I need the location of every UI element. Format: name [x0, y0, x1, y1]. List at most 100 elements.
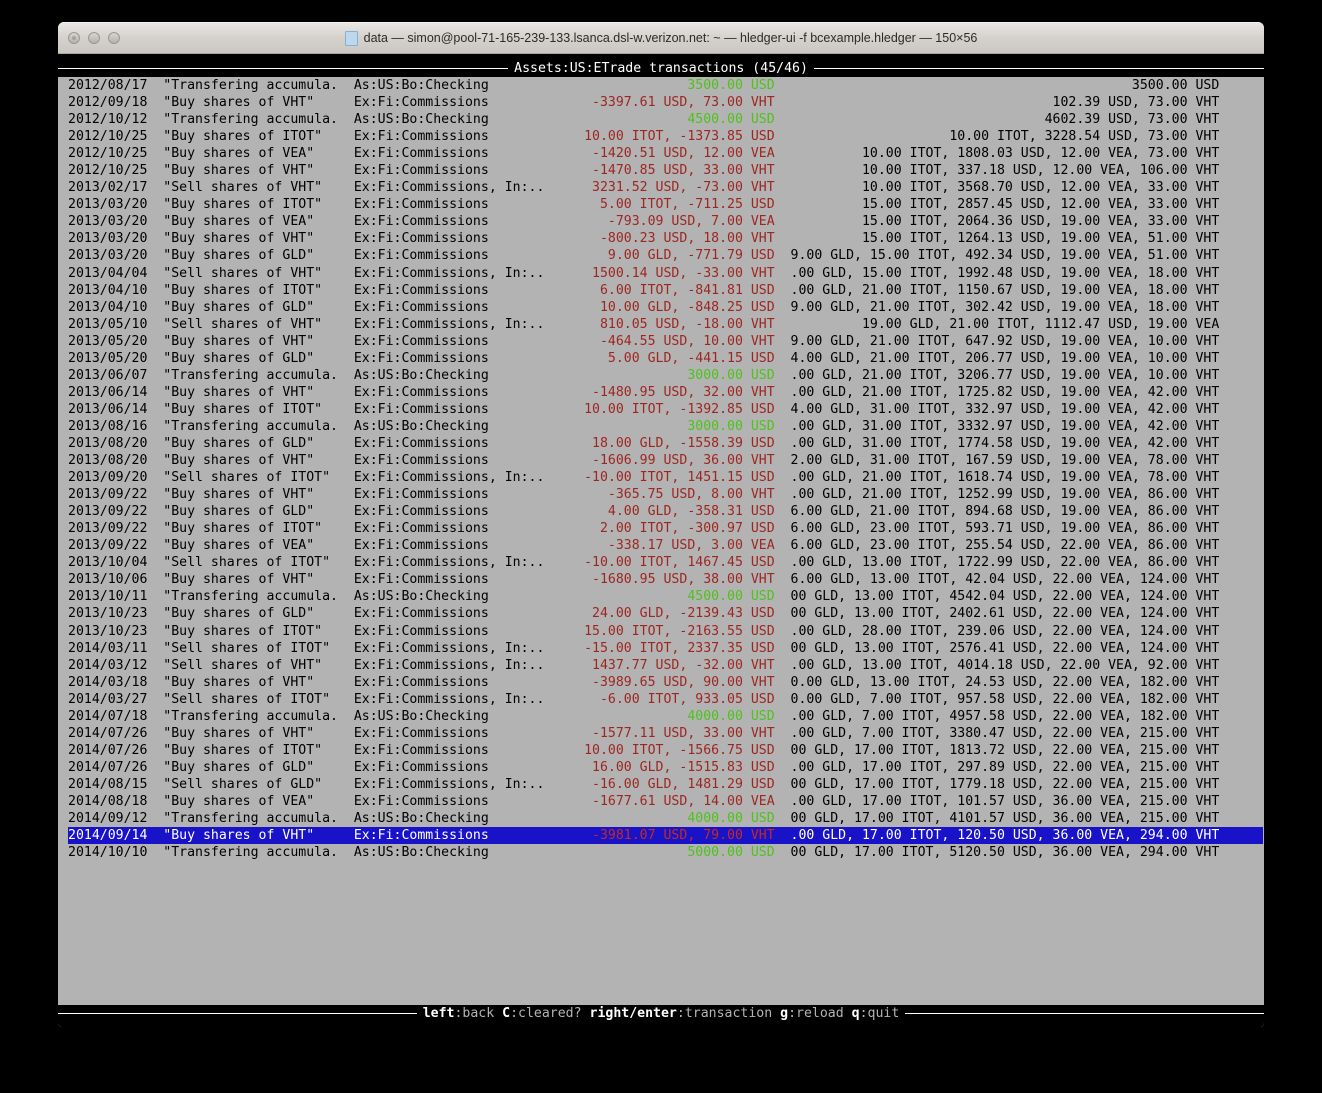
cell-description: "Buy shares of GLD"	[163, 504, 354, 520]
transaction-row[interactable]: 2013/10/11 "Transfering accumula. As:US:…	[68, 588, 1264, 605]
cell-change: -1606.99 USD, 36.00 VHT	[552, 453, 791, 469]
transaction-row[interactable]: 2013/06/14 "Buy shares of ITOT" Ex:Fi:Co…	[68, 401, 1264, 418]
cell-balance: 4.00 GLD, 31.00 ITOT, 332.97 USD, 19.00 …	[790, 401, 1220, 417]
transaction-row[interactable]: 2013/04/10 "Buy shares of GLD" Ex:Fi:Com…	[68, 299, 1264, 316]
cell-account: Ex:Fi:Commissions	[353, 435, 553, 451]
cell-balance: 00 GLD, 17.00 ITOT, 5120.50 USD, 36.00 V…	[790, 845, 1220, 861]
transaction-row[interactable]: 2014/08/15 "Sell shares of GLD" Ex:Fi:Co…	[68, 776, 1264, 793]
transaction-row[interactable]: 2013/10/23 "Buy shares of ITOT" Ex:Fi:Co…	[68, 623, 1264, 640]
close-button[interactable]	[68, 32, 80, 44]
transaction-row[interactable]: 2014/07/26 "Buy shares of ITOT" Ex:Fi:Co…	[68, 742, 1264, 759]
cell-date: 2014/03/12	[68, 657, 164, 673]
cell-description: "Buy shares of GLD"	[163, 299, 354, 315]
transaction-row[interactable]: 2012/09/18 "Buy shares of VHT" Ex:Fi:Com…	[68, 94, 1264, 111]
transaction-row[interactable]: 2012/10/25 "Buy shares of VEA" Ex:Fi:Com…	[68, 145, 1264, 162]
transaction-row[interactable]: 2013/02/17 "Sell shares of VHT" Ex:Fi:Co…	[68, 179, 1264, 196]
transaction-row[interactable]: 2012/08/17 "Transfering accumula. As:US:…	[68, 77, 1264, 94]
transaction-row[interactable]: 2013/06/07 "Transfering accumula. As:US:…	[68, 367, 1264, 384]
status-key-right-enter: right/enter	[589, 1006, 677, 1021]
window-titlebar[interactable]: data — simon@pool-71-165-239-133.lsanca.…	[58, 22, 1264, 54]
cell-date: 2014/09/12	[68, 811, 164, 827]
transaction-row[interactable]: 2014/03/12 "Sell shares of VHT" Ex:Fi:Co…	[68, 657, 1264, 674]
transaction-row[interactable]: 2013/03/20 "Buy shares of VEA" Ex:Fi:Com…	[68, 213, 1264, 230]
cell-account: Ex:Fi:Commissions	[353, 572, 553, 588]
transaction-row[interactable]: 2013/08/20 "Buy shares of VHT" Ex:Fi:Com…	[68, 452, 1264, 469]
minimize-button[interactable]	[88, 32, 100, 44]
transaction-row[interactable]: 2014/10/10 "Transfering accumula. As:US:…	[68, 844, 1264, 861]
cell-description: "Buy shares of GLD"	[163, 759, 354, 775]
transaction-row[interactable]: 2013/08/20 "Buy shares of GLD" Ex:Fi:Com…	[68, 435, 1264, 452]
transaction-row[interactable]: 2013/10/23 "Buy shares of GLD" Ex:Fi:Com…	[68, 605, 1264, 622]
cell-date: 2013/09/22	[68, 487, 164, 503]
zoom-button[interactable]	[108, 32, 120, 44]
cell-description: "Sell shares of ITOT"	[163, 640, 354, 656]
cell-balance: 10.00 ITOT, 337.18 USD, 12.00 VEA, 106.0…	[790, 163, 1220, 179]
cell-balance: 10.00 ITOT, 3568.70 USD, 12.00 VEA, 33.0…	[790, 180, 1220, 196]
transaction-row[interactable]: 2013/09/22 "Buy shares of VHT" Ex:Fi:Com…	[68, 486, 1264, 503]
cell-change: 10.00 GLD, -848.25 USD	[552, 299, 791, 315]
status-space	[582, 1006, 590, 1021]
cell-date: 2013/09/20	[68, 470, 164, 486]
transaction-row[interactable]: 2013/10/06 "Buy shares of VHT" Ex:Fi:Com…	[68, 571, 1264, 588]
cell-description: "Buy shares of VEA"	[163, 146, 354, 162]
transaction-row[interactable]: 2014/03/11 "Sell shares of ITOT" Ex:Fi:C…	[68, 640, 1264, 657]
transaction-row[interactable]: 2013/09/22 "Buy shares of GLD" Ex:Fi:Com…	[68, 503, 1264, 520]
transaction-row[interactable]: 2013/03/20 "Buy shares of VHT" Ex:Fi:Com…	[68, 230, 1264, 247]
transaction-row[interactable]: 2013/09/22 "Buy shares of VEA" Ex:Fi:Com…	[68, 537, 1264, 554]
transaction-row[interactable]: 2013/10/04 "Sell shares of ITOT" Ex:Fi:C…	[68, 554, 1264, 571]
transaction-row[interactable]: 2014/07/26 "Buy shares of GLD" Ex:Fi:Com…	[68, 759, 1264, 776]
transactions-list[interactable]: 2012/08/17 "Transfering accumula. As:US:…	[58, 77, 1264, 1005]
cell-description: "Sell shares of ITOT"	[163, 555, 354, 571]
cell-balance: 00 GLD, 13.00 ITOT, 4542.04 USD, 22.00 V…	[790, 589, 1220, 605]
cell-description: "Buy shares of VEA"	[163, 793, 354, 809]
transaction-row[interactable]: 2013/08/16 "Transfering accumula. As:US:…	[68, 418, 1264, 435]
status-rule-left	[58, 1013, 417, 1014]
cell-balance: .00 GLD, 21.00 ITOT, 1150.67 USD, 19.00 …	[790, 282, 1220, 298]
transaction-row[interactable]: 2014/07/18 "Transfering accumula. As:US:…	[68, 708, 1264, 725]
transaction-row[interactable]: 2014/03/27 "Sell shares of ITOT" Ex:Fi:C…	[68, 691, 1264, 708]
cell-balance: 00 GLD, 17.00 ITOT, 1813.72 USD, 22.00 V…	[790, 742, 1220, 758]
cell-change: -338.17 USD, 3.00 VEA	[552, 538, 791, 554]
cell-account: Ex:Fi:Commissions	[353, 793, 553, 809]
transaction-row[interactable]: 2012/10/25 "Buy shares of VHT" Ex:Fi:Com…	[68, 162, 1264, 179]
status-action-quit: quit	[867, 1006, 900, 1021]
cell-description: "Buy shares of VHT"	[163, 453, 354, 469]
cell-date: 2013/06/14	[68, 401, 164, 417]
cell-account: Ex:Fi:Commissions	[353, 214, 553, 230]
transaction-row[interactable]: 2013/04/04 "Sell shares of VHT" Ex:Fi:Co…	[68, 265, 1264, 282]
transaction-row[interactable]: 2013/05/10 "Sell shares of VHT" Ex:Fi:Co…	[68, 316, 1264, 333]
document-icon	[344, 30, 358, 46]
transaction-row[interactable]: 2013/03/20 "Buy shares of GLD" Ex:Fi:Com…	[68, 247, 1264, 264]
transaction-row[interactable]: 2013/09/20 "Sell shares of ITOT" Ex:Fi:C…	[68, 469, 1264, 486]
cell-description: "Buy shares of VHT"	[163, 828, 354, 844]
cell-change: 5.00 GLD, -441.15 USD	[552, 350, 791, 366]
cell-account: Ex:Fi:Commissions	[353, 487, 553, 503]
transaction-row[interactable]: 2013/03/20 "Buy shares of ITOT" Ex:Fi:Co…	[68, 196, 1264, 213]
transaction-row[interactable]: 2014/09/12 "Transfering accumula. As:US:…	[68, 810, 1264, 827]
transaction-row[interactable]: 2012/10/25 "Buy shares of ITOT" Ex:Fi:Co…	[68, 128, 1264, 145]
transaction-row[interactable]: 2013/04/10 "Buy shares of ITOT" Ex:Fi:Co…	[68, 282, 1264, 299]
transaction-row[interactable]: 2013/09/22 "Buy shares of ITOT" Ex:Fi:Co…	[68, 520, 1264, 537]
cell-date: 2014/10/10	[68, 845, 164, 861]
transaction-row[interactable]: 2014/03/18 "Buy shares of VHT" Ex:Fi:Com…	[68, 674, 1264, 691]
transaction-row[interactable]: 2014/08/18 "Buy shares of VEA" Ex:Fi:Com…	[68, 793, 1264, 810]
cell-balance: 3500.00 USD	[790, 78, 1220, 93]
cell-account: Ex:Fi:Commissions	[353, 453, 553, 469]
transaction-row[interactable]: 2013/05/20 "Buy shares of VHT" Ex:Fi:Com…	[68, 333, 1264, 350]
transaction-row[interactable]: 2013/06/14 "Buy shares of VHT" Ex:Fi:Com…	[68, 384, 1264, 401]
status-key-left: left	[422, 1006, 455, 1021]
cell-account: Ex:Fi:Commissions	[353, 828, 553, 844]
cell-description: "Buy shares of ITOT"	[163, 282, 354, 298]
cell-balance: 102.39 USD, 73.00 VHT	[790, 95, 1220, 111]
cell-date: 2012/10/25	[68, 129, 164, 145]
transaction-row-selected[interactable]: 2014/09/14 "Buy shares of VHT" Ex:Fi:Com…	[68, 827, 1263, 845]
status-rule-right	[905, 1013, 1264, 1014]
cell-balance: 6.00 GLD, 23.00 ITOT, 593.71 USD, 19.00 …	[790, 521, 1220, 537]
cell-change: -1577.11 USD, 33.00 VHT	[552, 725, 791, 741]
cell-balance: 6.00 GLD, 21.00 ITOT, 894.68 USD, 19.00 …	[790, 504, 1220, 520]
header-rule-left	[58, 68, 509, 69]
transaction-row[interactable]: 2013/05/20 "Buy shares of GLD" Ex:Fi:Com…	[68, 350, 1264, 367]
transaction-row[interactable]: 2012/10/12 "Transfering accumula. As:US:…	[68, 111, 1264, 128]
transaction-row[interactable]: 2014/07/26 "Buy shares of VHT" Ex:Fi:Com…	[68, 725, 1264, 742]
cell-change: 1500.14 USD, -33.00 VHT	[552, 265, 791, 281]
